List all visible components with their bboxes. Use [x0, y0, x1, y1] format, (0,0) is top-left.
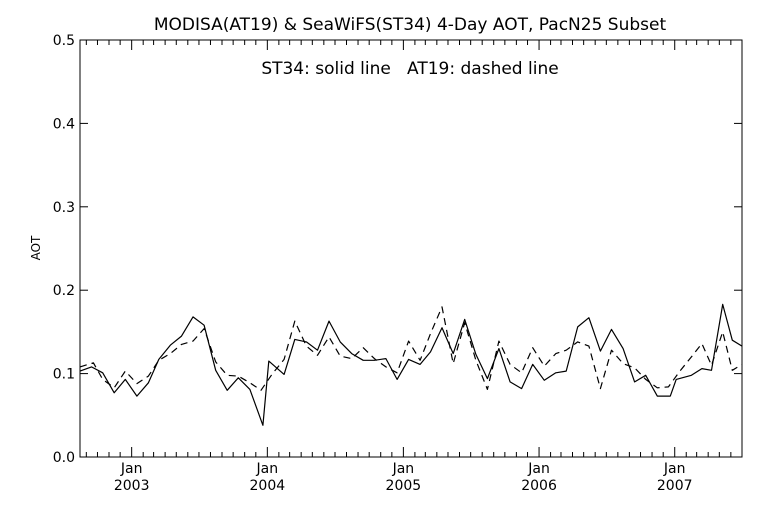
plot-frame: [79, 39, 743, 458]
y-axis-label: AOT: [29, 235, 43, 260]
axes-layer: 0.00.10.20.30.40.5Jan2003Jan2004Jan2005J…: [53, 33, 743, 494]
y-tick-label: 0.1: [53, 367, 75, 383]
x-tick-month-label: Jan: [663, 461, 686, 477]
chart-title: MODISA(AT19) & SeaWiFS(ST34) 4-Day AOT, …: [154, 15, 667, 35]
y-tick-label: 0.2: [53, 283, 75, 299]
y-tick-label: 0.3: [53, 200, 75, 216]
series-line-at19: [79, 306, 743, 391]
x-tick-month-label: Jan: [392, 461, 415, 477]
x-tick-month-label: Jan: [256, 461, 279, 477]
series-line-st34: [79, 303, 743, 426]
y-tick-label: 0.5: [53, 33, 75, 49]
legend-annotation: ST34: solid line AT19: dashed line: [261, 59, 558, 79]
x-tick-month-label: Jan: [527, 461, 550, 477]
x-tick-year-label: 2004: [250, 478, 286, 494]
series-layer: [79, 303, 743, 426]
x-tick-year-label: 2006: [521, 478, 557, 494]
x-tick-year-label: 2003: [114, 478, 150, 494]
y-tick-label: 0.4: [53, 116, 75, 132]
x-tick-year-label: 2005: [386, 478, 422, 494]
x-tick-year-label: 2007: [657, 478, 693, 494]
y-tick-label: 0.0: [53, 450, 75, 466]
x-tick-month-label: Jan: [120, 461, 143, 477]
